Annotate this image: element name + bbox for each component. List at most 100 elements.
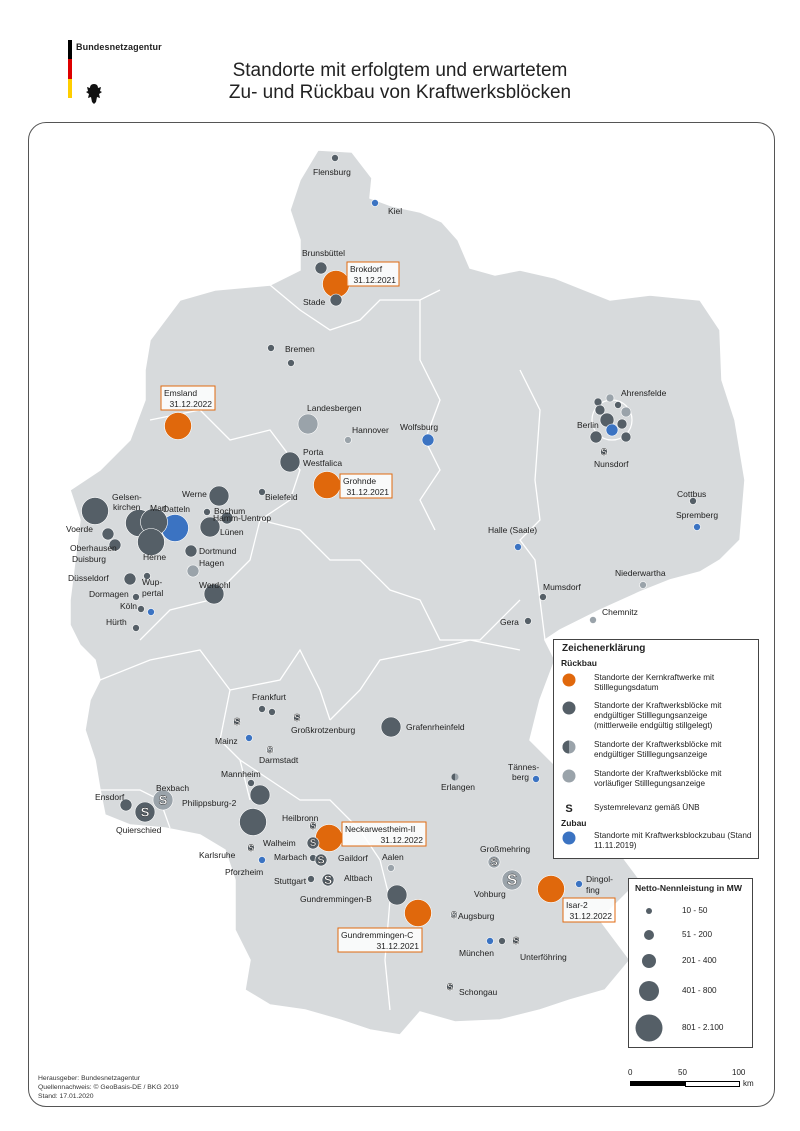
marker-cottbus[interactable] (689, 497, 697, 505)
marker-emsland[interactable] (164, 412, 192, 440)
size-class-label: 51 - 200 (682, 930, 713, 939)
marker-l-nen[interactable] (199, 516, 221, 538)
marker-wuppertal[interactable] (143, 572, 151, 580)
marker-berlin-cluster[interactable] (616, 418, 628, 430)
marker-gera[interactable] (524, 617, 532, 625)
marker-isar-2[interactable] (537, 875, 565, 903)
logo-text: Bundesnetzagentur (76, 42, 162, 52)
marker-nunsdorf[interactable] (600, 448, 608, 456)
place-label: Düsseldorf (68, 573, 109, 583)
marker-ahrensfelde[interactable] (614, 401, 622, 409)
place-label: Mumsdorf (543, 582, 581, 592)
marker-hamm-uentrop[interactable] (220, 511, 234, 525)
marker-halle-saale-[interactable] (514, 543, 522, 551)
marker-berlin-cluster[interactable] (594, 404, 606, 416)
marker-voerde[interactable] (81, 497, 109, 525)
marker-wolfsburg[interactable] (421, 433, 435, 447)
marker-herne[interactable] (137, 528, 165, 556)
marker-stade[interactable] (329, 293, 343, 307)
marker-philippsburg-3[interactable] (239, 808, 267, 836)
marker-unterf-hring[interactable] (512, 937, 520, 945)
place-label: Köln (120, 601, 137, 611)
marker-berlin-cluster[interactable] (605, 393, 615, 403)
marker-k-ln[interactable] (147, 608, 155, 616)
marker-gundremmingen-b[interactable] (386, 884, 408, 906)
marker-grafenrheinfeld[interactable] (380, 716, 402, 738)
nuclear-date-boxes: Brokdorf31.12.2021Emsland31.12.2022Grohn… (160, 261, 616, 953)
marker-gro-krotzenburg[interactable] (293, 714, 301, 722)
marker-spremberg[interactable] (693, 523, 701, 531)
marker-altbach[interactable] (321, 873, 335, 887)
marker-frankfurt-2[interactable] (268, 708, 276, 716)
marker-walheim[interactable] (306, 836, 320, 850)
size-class-label: 801 - 2.100 (682, 1023, 724, 1032)
marker-pforzheim[interactable] (258, 856, 266, 864)
marker-mannheim[interactable] (247, 779, 255, 787)
marker-karlsruhe[interactable] (247, 844, 255, 852)
nuclear-box-isar-2: Isar-231.12.2022 (562, 897, 616, 923)
map-frame (28, 122, 775, 1107)
marker-hannover[interactable] (344, 436, 352, 444)
marker-h-rth[interactable] (132, 624, 140, 632)
nuclear-date: 31.12.2022 (169, 399, 212, 409)
marker-brunsb-ttel[interactable] (314, 261, 328, 275)
marker-werdohl[interactable] (203, 583, 225, 605)
marker-gro-mehring[interactable] (487, 855, 501, 869)
marker-t-nnesberg[interactable] (532, 775, 540, 783)
marker-m-nchen-2[interactable] (498, 937, 506, 945)
marker-bielefeld[interactable] (258, 488, 266, 496)
marker-duisburg[interactable] (108, 538, 122, 552)
marker-heilbronn[interactable] (309, 822, 317, 830)
marker-niederwartha[interactable] (639, 581, 647, 589)
marker-mumsdorf[interactable] (539, 593, 547, 601)
marker-berlin[interactable] (605, 423, 619, 437)
marker-schongau[interactable] (446, 983, 454, 991)
marker-kiel[interactable] (371, 199, 379, 207)
marker-werne[interactable] (208, 485, 230, 507)
marker-frankfurt[interactable] (258, 705, 266, 713)
marker-bexbach[interactable] (152, 789, 174, 811)
marker-d-sseldorf[interactable] (123, 572, 137, 586)
marker-stuttgart[interactable] (307, 875, 315, 883)
marker-darmstadt[interactable] (266, 746, 274, 754)
marker-porta-westfalica[interactable] (279, 451, 301, 473)
place-labels: Flensburg Kiel Brunsbüttel Stade Bremen Lande… (66, 167, 718, 997)
marker-dortmund[interactable] (184, 544, 198, 558)
marker-philippsburg-2[interactable] (249, 784, 271, 806)
place-label: München (459, 948, 494, 958)
marker-brokdorf[interactable] (322, 270, 350, 298)
nuclear-name: Grohnde (343, 476, 376, 486)
marker-m-nchen[interactable] (486, 937, 494, 945)
legend-box: Zeichenerklärung Rückbau Standorte der K… (553, 639, 759, 859)
marker-dingolfing[interactable] (575, 880, 583, 888)
marker-erlangen[interactable] (451, 773, 459, 781)
marker-k-ln-2[interactable] (137, 605, 145, 613)
place-label: Großmehring (480, 844, 530, 854)
marker-gaildorf[interactable] (314, 853, 328, 867)
marker-oberhausen[interactable] (101, 527, 115, 541)
marker-landesbergen[interactable] (297, 413, 319, 435)
marker-vohburg[interactable] (501, 869, 523, 891)
nuclear-name: Emsland (164, 388, 197, 398)
marker-gundremmingen-c[interactable] (404, 899, 432, 927)
marker-dormagen[interactable] (132, 593, 140, 601)
marker-berlin-cluster[interactable] (620, 431, 632, 443)
marker-mainz[interactable] (233, 718, 241, 726)
marker-mainz-zubau[interactable] (245, 734, 253, 742)
marker-grohnde[interactable] (313, 471, 341, 499)
marker-neckarwestheim-ii[interactable] (315, 824, 343, 852)
marker-bochum[interactable] (203, 508, 211, 516)
marker-bremen[interactable] (267, 344, 275, 352)
marker-aalen[interactable] (387, 864, 395, 872)
marker-berlin-cluster[interactable] (589, 430, 603, 444)
marker-chemnitz[interactable] (589, 616, 597, 624)
marker-quierschied[interactable] (134, 801, 156, 823)
marker-ensdorf[interactable] (119, 798, 133, 812)
marker-augsburg[interactable] (450, 911, 458, 919)
marker-berlin-cluster[interactable] (620, 406, 632, 418)
marker-hagen[interactable] (186, 564, 200, 578)
place-label: Wolfsburg (400, 422, 438, 432)
marker-bremen-2[interactable] (287, 359, 295, 367)
marker-flensburg[interactable] (331, 154, 339, 162)
